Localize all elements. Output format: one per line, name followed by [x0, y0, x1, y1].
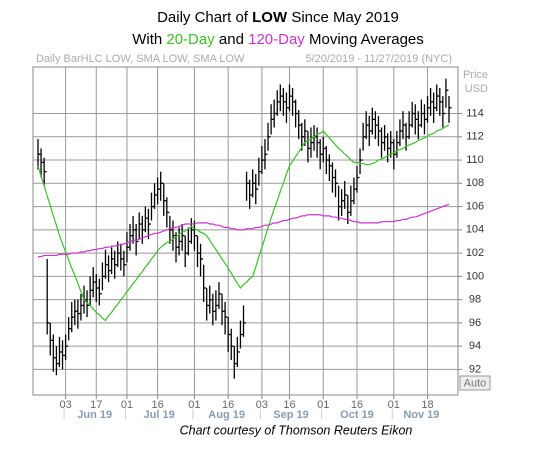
sma-line — [37, 124, 450, 322]
caption: Chart courtesy of Thomson Reuters Eikon — [180, 423, 413, 437]
chart-subtitle: With 20-Day and 120-Day Moving Averages — [132, 31, 424, 48]
month-label: Jul 19 — [144, 409, 175, 421]
x-tick-label: 17 — [90, 399, 102, 411]
y-tick-label: 96 — [469, 317, 481, 329]
sma-line — [38, 203, 450, 258]
x-tick-label: 16 — [351, 399, 363, 411]
month-label: Jun 19 — [77, 409, 112, 421]
month-label: Aug 19 — [208, 409, 245, 421]
x-tick-label: 03 — [256, 399, 268, 411]
chart-title: Daily Chart of LOW Since May 2019 — [157, 9, 399, 26]
chart-header: Daily BarHLC LOW, SMA LOW, SMA LOW — [36, 53, 245, 65]
plot — [37, 78, 452, 379]
subtitle-end: Moving Averages — [309, 31, 424, 48]
subtitle-start: With — [132, 31, 162, 48]
x-tick-label: 01 — [317, 399, 329, 411]
y-tick-label: 98 — [469, 294, 481, 306]
title-ticker: LOW — [252, 9, 288, 26]
scale-mode-button[interactable] — [459, 375, 491, 391]
x-tick-label: 01 — [388, 399, 400, 411]
title-suffix: Since May 2019 — [291, 9, 399, 26]
x-tick-label: 16 — [222, 399, 234, 411]
subtitle-middle: and — [219, 31, 244, 48]
x-tick-label: 01 — [188, 399, 200, 411]
plot-frame — [32, 66, 459, 396]
y-tick-label: 112 — [466, 131, 484, 143]
month-label: Nov 19 — [403, 409, 439, 421]
y-tick-label: 92 — [469, 363, 481, 375]
month-label: Sep 19 — [273, 409, 308, 421]
legend-entry: 20-Day — [166, 31, 215, 48]
y-tick-label: 102 — [466, 247, 484, 259]
y-tick-label: 110 — [466, 154, 484, 166]
x-tick-label: 03 — [59, 399, 71, 411]
x-tick-label: 01 — [121, 399, 133, 411]
title-prefix: Daily Chart of — [157, 9, 249, 26]
y-axis-label: Price — [463, 69, 488, 81]
date-range: 5/20/2019 - 11/27/2019 (NYC) — [305, 53, 452, 65]
x-tick-label: 16 — [151, 399, 163, 411]
y-tick-label: 108 — [466, 177, 484, 189]
y-tick-label: 114 — [466, 107, 484, 119]
x-tick-label: 18 — [421, 399, 433, 411]
y-tick-label: 94 — [469, 340, 481, 352]
y-tick-label: 104 — [466, 224, 484, 236]
y-axis-label: USD — [465, 83, 488, 95]
y-tick-label: 106 — [466, 200, 484, 212]
axes: 92 94 96 98 100 102 104 106 108 110 112 114 03 17 01 16… — [32, 66, 484, 421]
scale-mode-label[interactable]: Auto — [464, 377, 487, 389]
y-tick-label: 100 — [466, 270, 484, 282]
legend-entry: 120-Day — [248, 31, 305, 48]
x-tick-label: 16 — [283, 399, 295, 411]
month-label: Oct 19 — [340, 409, 374, 421]
